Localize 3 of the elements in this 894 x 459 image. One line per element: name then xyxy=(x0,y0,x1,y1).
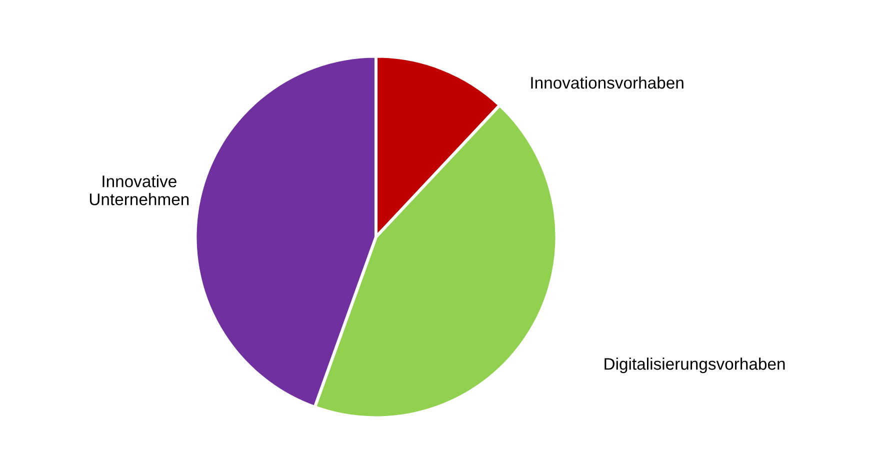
slice-label: Innovationsvorhaben xyxy=(531,76,684,89)
slice-label: Innovative Unternehmen xyxy=(90,175,189,206)
slice-label: Digitalisierungsvorhaben xyxy=(604,358,785,374)
